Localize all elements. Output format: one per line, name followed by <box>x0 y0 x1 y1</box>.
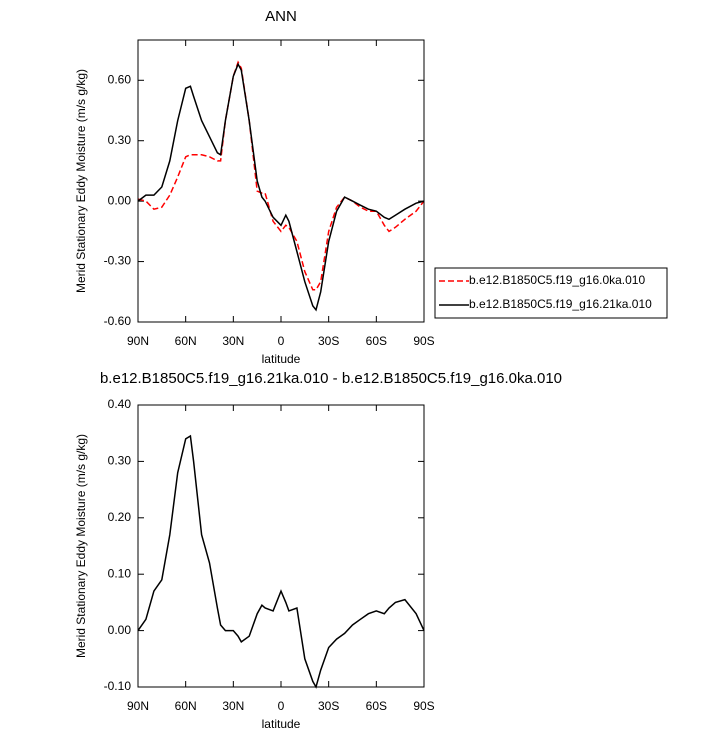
x-axis-label: latitude <box>262 352 301 366</box>
data-line <box>137 62 425 312</box>
y-tick-label: -0.30 <box>104 254 132 268</box>
plot-frame <box>137 404 425 688</box>
legend-label: b.e12.B1850C5.f19_g16.0ka.010 <box>469 273 645 287</box>
x-tick-label: 90N <box>127 699 149 713</box>
legend-label: b.e12.B1850C5.f19_g16.21ka.010 <box>469 297 652 311</box>
legend-box <box>434 267 668 319</box>
x-tick-label: 30N <box>222 699 244 713</box>
x-tick-label: 0 <box>278 334 285 348</box>
y-axis-label: Merid Stationary Eddy Moisture (m/s g/kg… <box>74 434 88 658</box>
y-tick-label: 0.60 <box>108 72 132 86</box>
y-tick-label: 0.30 <box>108 133 132 147</box>
y-tick-label: 0.10 <box>108 566 132 580</box>
x-axis-label: latitude <box>262 717 301 731</box>
x-tick-label: 60S <box>366 699 387 713</box>
y-tick-label: -0.60 <box>104 314 132 328</box>
x-tick-label: 30N <box>222 334 244 348</box>
y-tick-label: 0.40 <box>108 397 132 411</box>
chart-title: ANN <box>265 8 297 25</box>
y-axis-label: Merid Stationary Eddy Moisture (m/s g/kg… <box>74 69 88 293</box>
y-tick-label: 0.20 <box>108 510 132 524</box>
x-tick-label: 90S <box>413 699 434 713</box>
x-tick-label: 30S <box>318 699 339 713</box>
x-tick-label: 30S <box>318 334 339 348</box>
y-tick-label: -0.10 <box>104 679 132 693</box>
y-tick-label: 0.00 <box>108 193 132 207</box>
x-tick-label: 0 <box>278 699 285 713</box>
chart-title: b.e12.B1850C5.f19_g16.21ka.010 - b.e12.B… <box>100 370 562 387</box>
x-tick-label: 60S <box>366 334 387 348</box>
x-tick-label: 90S <box>413 334 434 348</box>
y-tick-label: 0.30 <box>108 454 132 468</box>
data-line <box>137 434 425 689</box>
x-tick-label: 60N <box>175 699 197 713</box>
plot-frame <box>137 39 425 323</box>
data-line <box>137 60 425 291</box>
x-tick-label: 90N <box>127 334 149 348</box>
x-tick-label: 60N <box>175 334 197 348</box>
y-tick-label: 0.00 <box>108 623 132 637</box>
